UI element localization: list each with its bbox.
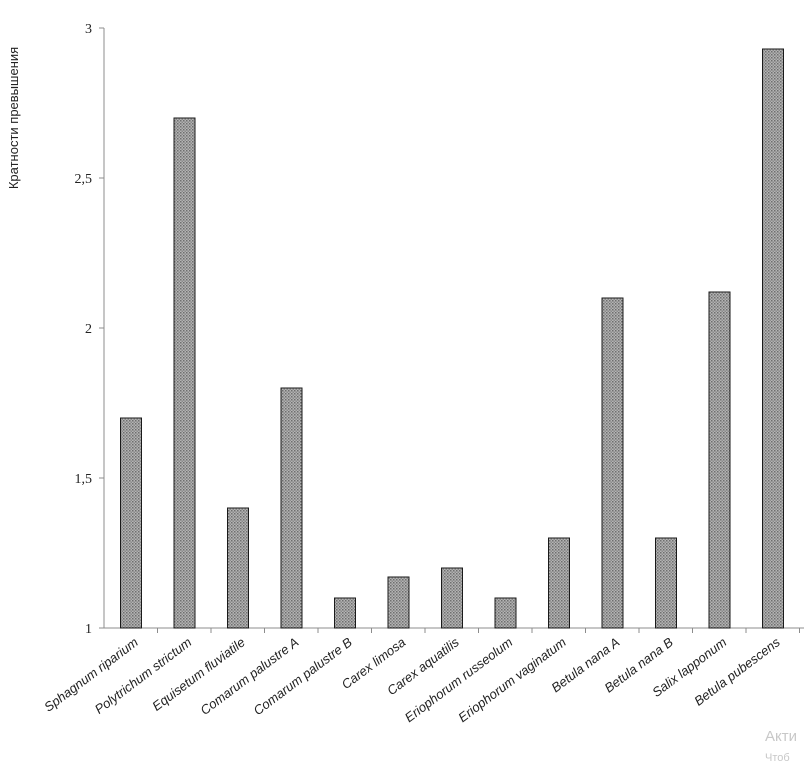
bar (655, 537, 677, 629)
y-axis-label: Кратности превышения (6, 47, 21, 189)
bar (708, 291, 731, 629)
y-tick-label: 1,5 (75, 472, 93, 487)
bar (227, 507, 249, 629)
x-category-label: Polytrichum strictum (92, 634, 195, 717)
bar (548, 537, 570, 629)
bar (334, 597, 356, 629)
bars (120, 48, 784, 629)
axes (103, 28, 804, 629)
y-tick-label: 2,5 (75, 172, 93, 187)
y-tick-label: 3 (85, 22, 92, 37)
bar (494, 597, 517, 629)
x-category-label: Equisetum fluviatile (149, 634, 247, 713)
x-category-label: Comarum palustre B (251, 634, 355, 718)
x-category-label: Sphagnum riparium (41, 634, 141, 714)
bar (601, 297, 624, 629)
bar (387, 576, 410, 629)
bar (280, 387, 303, 629)
bar (762, 48, 784, 629)
y-tick-label: 1 (85, 622, 92, 637)
watermark-line-2: Чтоб (765, 752, 790, 764)
x-category-label: Comarum palustre A (197, 634, 301, 717)
y-ticks: 1 1,5 2 2,5 3 (75, 22, 104, 637)
bar (441, 567, 463, 629)
y-tick-label: 2 (85, 322, 92, 337)
bar (120, 417, 142, 629)
watermark-line-1: Акти (765, 728, 797, 745)
bar (173, 117, 196, 629)
